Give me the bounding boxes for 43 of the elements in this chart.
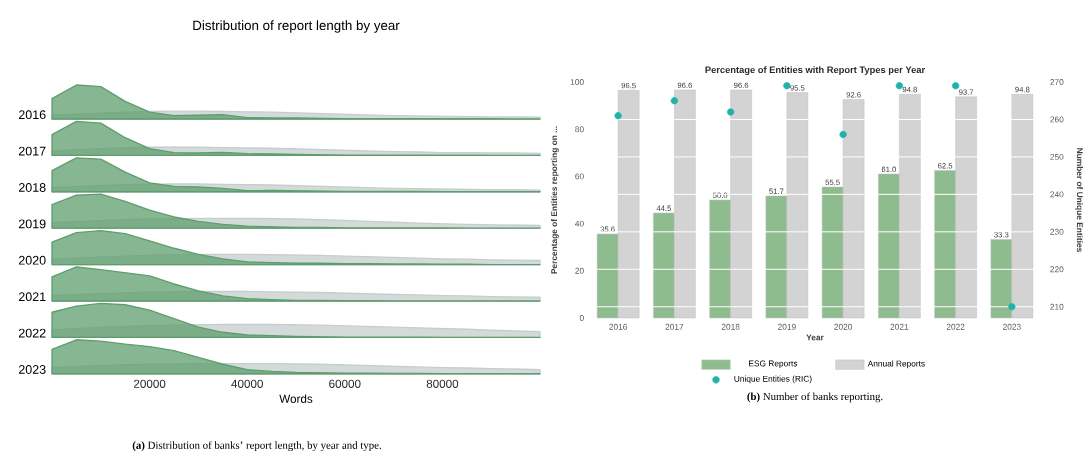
y-tick-label: 80: [575, 126, 584, 133]
y2-tick-label: 240: [1050, 191, 1064, 198]
x-tick-label: 20000: [133, 379, 166, 388]
y-tick-label: 0: [579, 315, 584, 321]
y2-tick-label: 220: [1050, 266, 1064, 273]
y-tick-label: 20: [575, 267, 584, 274]
y-tick-label: 40: [575, 220, 584, 227]
y2-tick-label: 210: [1050, 303, 1064, 310]
x-tick-label: 60000: [329, 379, 361, 388]
text: (b) Number of banks reporting.: [747, 392, 883, 403]
y-tick-label: 100: [570, 79, 584, 85]
x-tick-label: 2018: [721, 323, 740, 330]
y-axis-title: 2020: [18, 255, 46, 265]
chart-title: Percentage of Entities with Report Types per Year: [705, 66, 925, 75]
legend-label: Annual Reports: [867, 360, 925, 369]
y2-tick-label: 250: [1050, 153, 1064, 160]
y-axis-title: 2018: [18, 183, 46, 192]
y-axis-title: 2021: [18, 292, 46, 302]
y-axis-title: 2017: [18, 146, 46, 156]
x-tick-label: 2021: [890, 323, 909, 330]
x-tick-label: 2016: [609, 323, 628, 330]
x-tick-label: 2017: [665, 323, 684, 330]
text: (a) Distribution of banks’ report length, by year and type.: [132, 441, 381, 452]
x-tick-label: 40000: [231, 379, 263, 388]
legend-label: ESG Reports: [749, 360, 798, 369]
x-tick-label: 2019: [778, 323, 796, 330]
x-axis-title: Year: [806, 334, 824, 341]
x-tick-label: 2022: [946, 323, 965, 330]
y-axis-title: 2019: [18, 219, 46, 229]
y-axis-title: 2023: [18, 365, 46, 374]
y2-tick-label: 270: [1050, 79, 1064, 85]
legend-label: Unique Entities (RIC): [734, 375, 812, 384]
y2-tick-label: 260: [1050, 116, 1064, 123]
x-tick-label: 80000: [426, 379, 459, 388]
x-axis-title: Words: [279, 394, 313, 403]
chart-title: Distribution of report length by year: [193, 20, 400, 33]
y2-axis-title: Number of Unique Entities: [1075, 148, 1083, 252]
y-axis-title: Percentage of Entities reporting on ...: [550, 126, 559, 274]
y-axis-title: 2016: [18, 110, 46, 120]
y-tick-label: 60: [575, 173, 584, 180]
x-tick-label: 2023: [1003, 323, 1021, 330]
y2-tick-label: 230: [1050, 228, 1064, 235]
x-tick-label: 2020: [834, 323, 853, 330]
